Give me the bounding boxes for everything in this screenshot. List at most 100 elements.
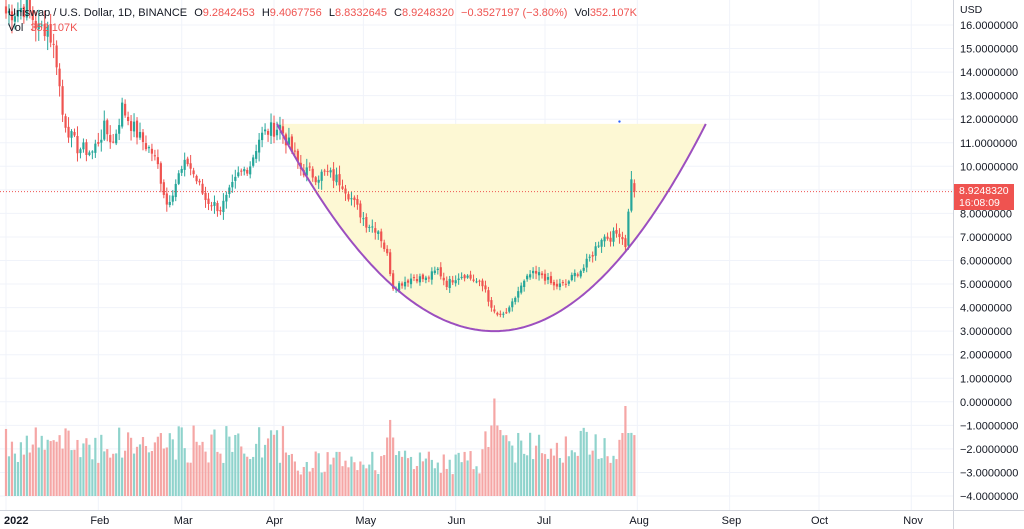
candle-body	[100, 139, 103, 143]
candle-body	[61, 86, 64, 115]
volume-indicator-label[interactable]: Vol	[8, 22, 24, 34]
candle-body	[97, 142, 100, 144]
volume-bar	[278, 462, 282, 496]
candle-body	[338, 174, 341, 186]
volume-bar	[502, 435, 505, 496]
candle-body	[79, 149, 82, 154]
high-label: H	[261, 7, 270, 19]
volume-bar	[371, 451, 374, 496]
volume-bar	[475, 466, 478, 496]
time-axis[interactable]: 2022 Feb Mar Apr May Jun Jul Aug Sep Oct Nov	[4, 515, 923, 527]
candle-body	[275, 129, 279, 136]
open-label: O	[194, 7, 203, 19]
x-tick-label: Aug	[629, 515, 649, 527]
candle-body	[585, 258, 588, 268]
candle-body	[141, 132, 145, 143]
candle-body	[582, 267, 585, 271]
volume-bar	[263, 444, 267, 496]
currency-label: USD	[960, 4, 983, 16]
volume-bar	[124, 450, 127, 496]
candle-body	[514, 297, 517, 302]
cup-pattern-curve[interactable]	[276, 123, 707, 333]
volume-bar	[180, 427, 183, 496]
marker-dot	[618, 120, 621, 123]
candle-body	[400, 283, 404, 286]
volume-bar	[13, 453, 17, 496]
volume-bar	[25, 435, 28, 496]
volume-bar	[183, 448, 186, 496]
volume-bar	[79, 457, 82, 496]
volume-bar	[231, 451, 234, 496]
volume-bar	[144, 445, 148, 496]
candle-body	[278, 124, 282, 129]
volume-bar	[293, 461, 296, 496]
candle-body	[281, 126, 285, 134]
volume-bar	[305, 461, 308, 496]
volume-bar	[97, 462, 100, 496]
candle-body	[40, 24, 43, 26]
candle-body	[216, 203, 219, 212]
y-tick-label: −2.0000000	[960, 444, 1018, 456]
volume-bar	[249, 459, 252, 496]
symbol-title[interactable]: Uniswap / U.S. Dollar, 1D, BINANCE	[8, 7, 188, 19]
candle-body	[308, 166, 311, 168]
candle-body	[237, 172, 240, 177]
volume-bar	[392, 437, 395, 496]
x-tick-label: 2022	[4, 515, 28, 527]
volume-bar	[58, 435, 61, 496]
volume-bar	[406, 458, 410, 496]
candle-body	[588, 256, 591, 258]
candle-body	[403, 281, 407, 287]
volume-bar	[478, 473, 481, 496]
candle-body	[397, 283, 401, 291]
volume-bar	[225, 426, 228, 496]
volume-bar	[317, 453, 320, 496]
candle-body	[567, 281, 570, 284]
volume-bar	[621, 433, 624, 496]
volume-bar	[49, 441, 52, 496]
volume-bar	[487, 446, 490, 496]
volume-bar	[389, 419, 392, 496]
candle-body	[424, 277, 427, 280]
candle-body	[386, 248, 389, 254]
candle-body	[326, 170, 329, 172]
candle-body	[362, 218, 365, 220]
volume-bar	[546, 458, 550, 496]
candle-body	[517, 291, 520, 298]
volume-bar	[243, 453, 246, 496]
candle-body	[475, 281, 478, 283]
candle-body	[546, 277, 550, 280]
volume-bar	[118, 427, 121, 496]
vertical-gridlines	[5, 0, 912, 510]
volume-bar	[386, 437, 389, 496]
volume-bar	[591, 450, 594, 496]
candle-body	[624, 238, 627, 248]
volume-bar	[627, 433, 630, 496]
y-tick-label: 6.0000000	[960, 256, 1012, 268]
candle-body	[627, 211, 630, 246]
volume-bar	[153, 442, 156, 496]
chart-legend: Uniswap / U.S. Dollar, 1D, BINANCE O9.28…	[8, 6, 637, 36]
volume-bar	[579, 430, 582, 496]
price-axis[interactable]: 16.0000000 15.0000000 14.0000000 13.0000000…	[960, 4, 1018, 503]
candle-body	[332, 169, 335, 181]
volume-bar	[88, 444, 91, 496]
candle-body	[564, 283, 567, 285]
candle-body	[329, 170, 332, 173]
volume-bar	[64, 428, 67, 496]
volume-bar	[603, 438, 606, 496]
volume-bar	[234, 434, 237, 496]
volume-bar	[323, 471, 326, 496]
volume-bar	[362, 464, 365, 496]
candle-body	[156, 157, 159, 165]
y-tick-label: 14.0000000	[960, 67, 1018, 79]
volume-bar	[442, 454, 445, 496]
candle-body	[4, 6, 8, 14]
candle-body	[392, 273, 395, 289]
volume-bar	[28, 452, 31, 496]
candle-body	[511, 301, 514, 308]
legend-ohlc-row: Uniswap / U.S. Dollar, 1D, BINANCE O9.28…	[8, 6, 637, 21]
candle-body	[258, 139, 261, 153]
